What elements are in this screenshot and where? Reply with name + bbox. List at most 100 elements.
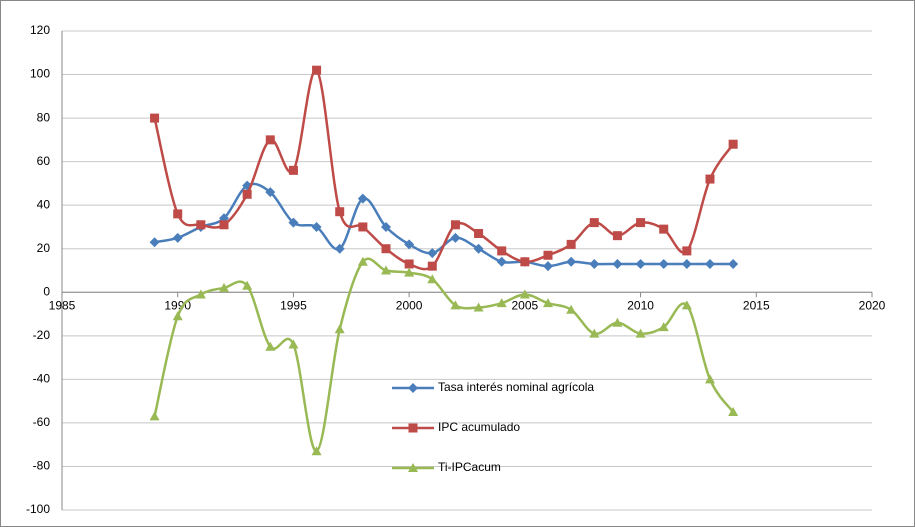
marker <box>357 256 368 266</box>
marker <box>404 259 414 269</box>
marker <box>288 165 298 175</box>
marker <box>172 232 183 243</box>
marker <box>265 341 276 351</box>
marker <box>149 411 160 421</box>
y-tick-label: 60 <box>37 154 51 168</box>
marker <box>681 300 692 310</box>
marker <box>311 446 322 456</box>
x-tick-label: 1985 <box>49 298 76 312</box>
marker <box>636 218 646 228</box>
y-tick-label: -40 <box>33 372 51 386</box>
marker <box>311 221 322 232</box>
marker <box>659 224 669 234</box>
marker <box>404 267 415 277</box>
marker <box>427 248 438 259</box>
marker <box>473 243 484 254</box>
marker <box>242 189 252 199</box>
marker <box>381 221 391 232</box>
marker <box>149 237 160 248</box>
x-tick-label: 2005 <box>512 298 539 312</box>
y-tick-label: 120 <box>30 23 50 37</box>
y-tick-label: -60 <box>33 415 51 429</box>
x-tick-label: 2020 <box>859 298 886 312</box>
marker <box>195 289 206 299</box>
marker <box>474 228 484 238</box>
marker <box>265 187 276 198</box>
marker <box>381 244 391 254</box>
marker <box>334 324 345 334</box>
marker <box>496 256 507 267</box>
y-tick-label: 100 <box>30 67 50 81</box>
marker <box>450 300 461 310</box>
marker <box>543 261 553 272</box>
legend-label: Tasa interés nominal agrícola <box>438 380 594 394</box>
marker <box>520 257 530 267</box>
y-tick-label: 20 <box>37 241 51 255</box>
marker <box>473 302 484 312</box>
marker <box>288 339 299 349</box>
marker <box>335 207 345 217</box>
marker <box>566 256 577 267</box>
marker <box>408 423 418 433</box>
marker <box>265 135 275 145</box>
marker <box>497 246 507 256</box>
marker <box>612 258 623 269</box>
marker <box>635 328 646 338</box>
marker <box>242 280 253 290</box>
marker <box>427 274 438 284</box>
marker <box>728 258 739 269</box>
marker <box>173 209 183 219</box>
x-tick-label: 2015 <box>743 298 770 312</box>
marker <box>408 383 418 393</box>
y-tick-label: 0 <box>43 284 50 298</box>
marker <box>705 258 715 269</box>
marker <box>612 231 622 241</box>
y-tick-label: 80 <box>37 110 51 124</box>
marker <box>219 282 229 292</box>
marker <box>519 289 530 299</box>
marker <box>589 258 600 269</box>
marker <box>728 407 739 417</box>
marker <box>219 220 229 230</box>
marker <box>635 258 646 269</box>
marker <box>705 174 715 184</box>
marker <box>658 258 669 269</box>
y-tick-label: 40 <box>37 197 51 211</box>
marker <box>334 243 345 254</box>
marker <box>543 298 553 308</box>
marker <box>705 374 715 384</box>
marker <box>358 222 368 232</box>
marker <box>404 239 415 250</box>
marker <box>612 317 623 327</box>
marker <box>450 220 460 230</box>
marker <box>496 298 507 308</box>
legend-label: Ti-IPCacum <box>438 460 501 474</box>
marker <box>172 311 183 321</box>
marker <box>288 217 299 228</box>
marker <box>150 113 160 123</box>
marker <box>312 65 322 75</box>
marker <box>566 304 577 314</box>
marker <box>681 258 692 269</box>
marker <box>408 463 418 472</box>
marker <box>450 232 461 243</box>
marker <box>381 265 391 275</box>
marker <box>682 246 692 256</box>
marker <box>543 250 553 260</box>
y-tick-label: -80 <box>33 459 51 473</box>
x-tick-label: 2000 <box>396 298 423 312</box>
legend-label: IPC acumulado <box>438 420 520 434</box>
marker <box>589 328 600 338</box>
marker <box>566 239 576 249</box>
marker <box>196 220 206 230</box>
x-tick-label: 1995 <box>280 298 307 312</box>
marker <box>427 261 437 271</box>
marker <box>589 218 599 228</box>
marker <box>357 193 368 204</box>
x-tick-label: 2010 <box>627 298 654 312</box>
marker <box>658 322 669 332</box>
y-tick-label: -20 <box>33 328 51 342</box>
y-tick-label: -100 <box>26 502 50 516</box>
